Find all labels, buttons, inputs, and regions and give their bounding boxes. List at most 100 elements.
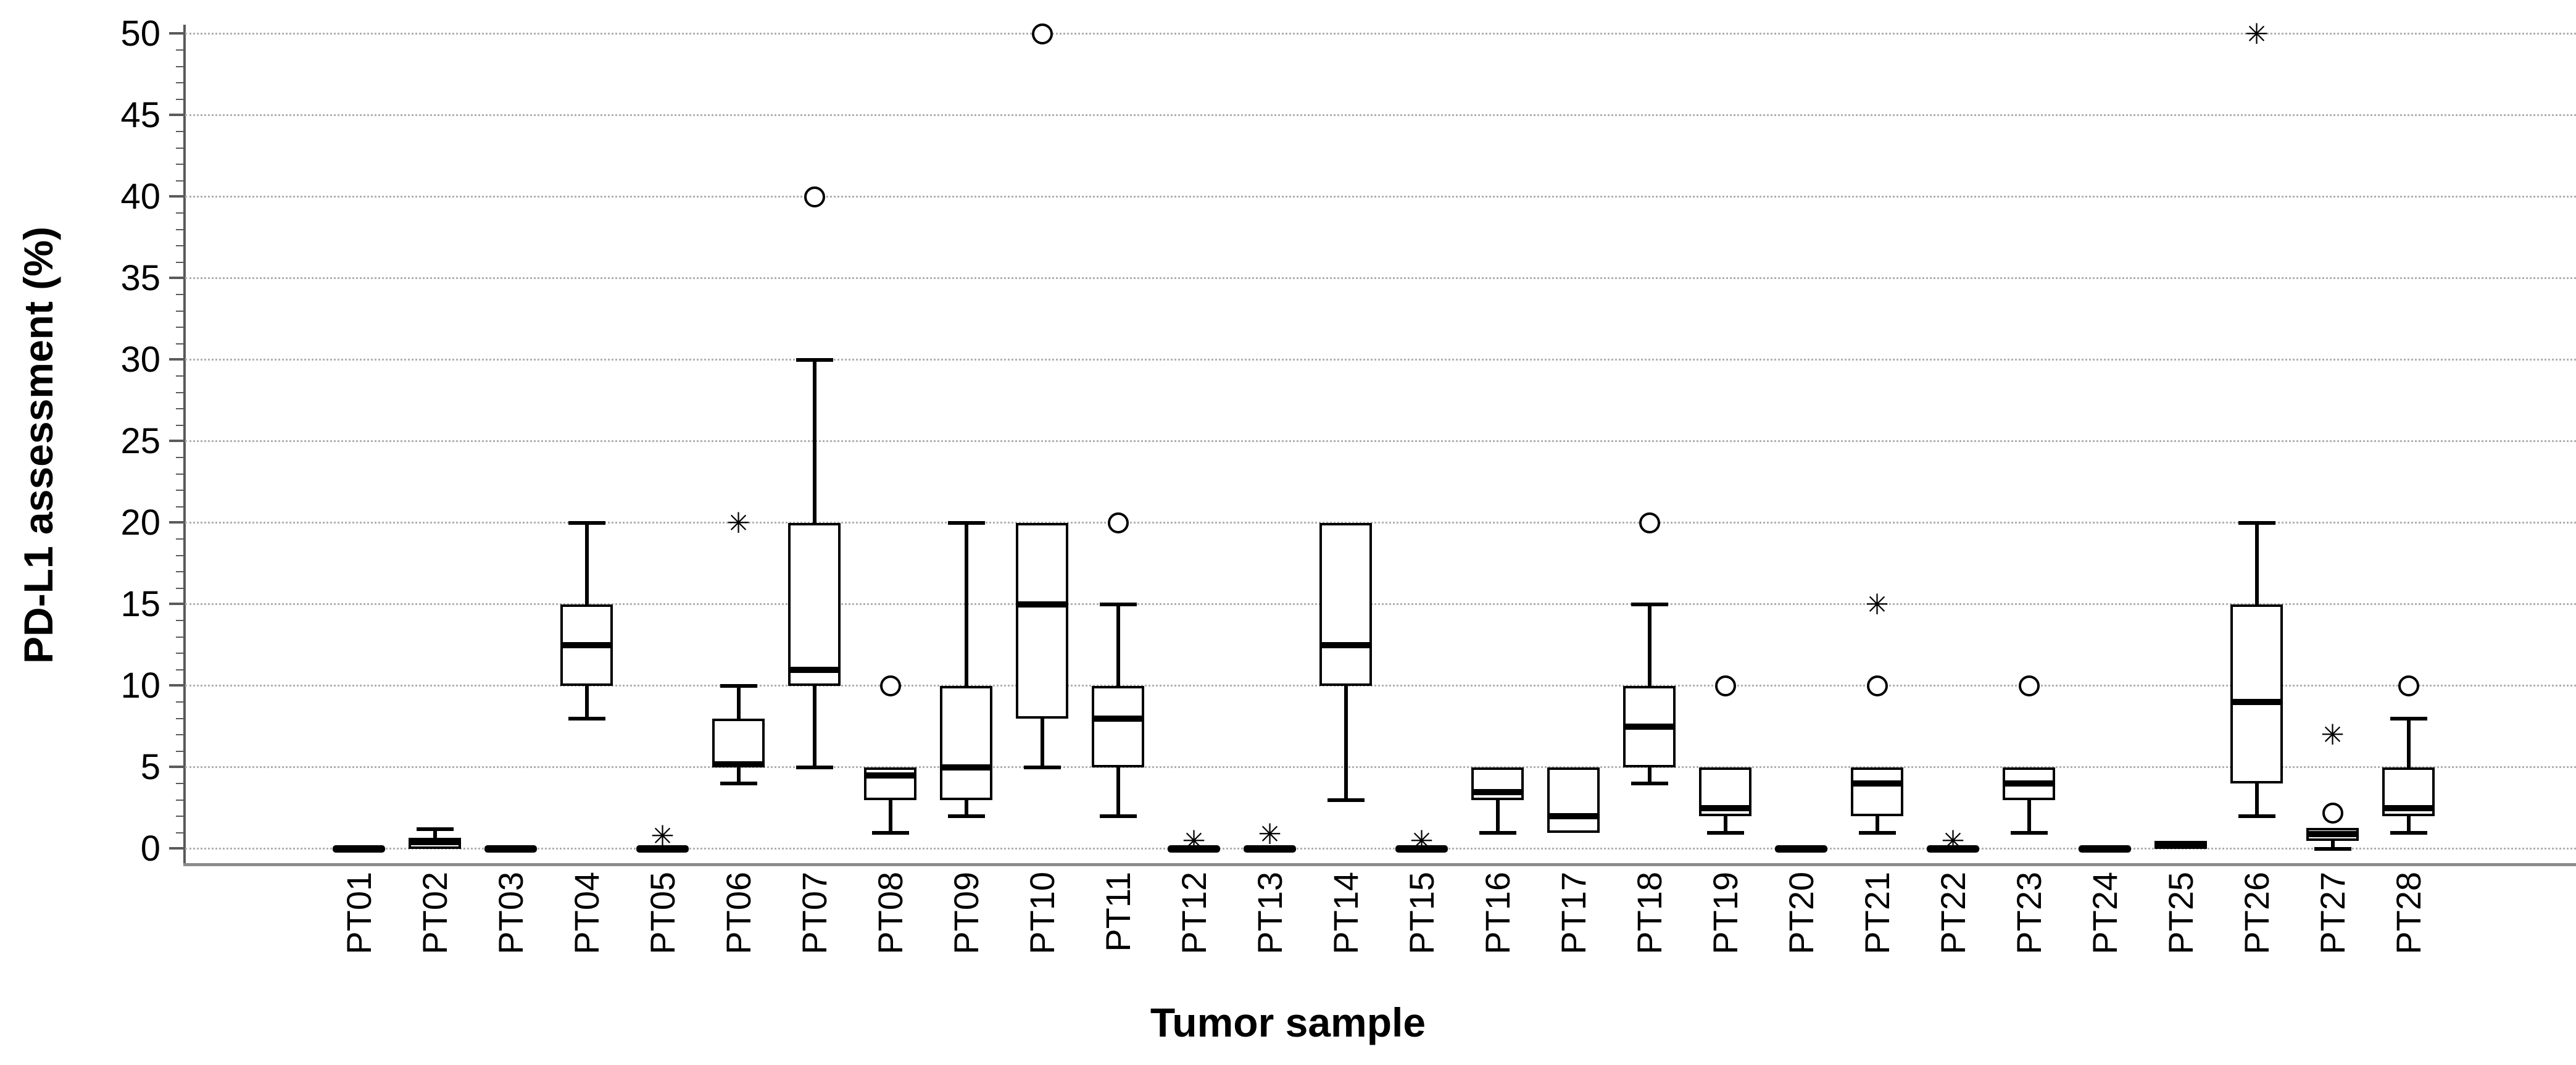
y-axis-minor-tick bbox=[176, 261, 185, 263]
whisker-cap bbox=[720, 782, 757, 786]
median-line bbox=[1547, 813, 1600, 820]
y-tick-label: 0 bbox=[140, 829, 160, 869]
x-tick-label: PT25 bbox=[2161, 872, 2200, 954]
y-tick-label: 45 bbox=[120, 95, 160, 135]
median-line bbox=[864, 772, 916, 779]
x-axis-title: Tumor sample bbox=[1150, 1000, 1426, 1045]
median-line bbox=[409, 839, 461, 846]
whisker-cap bbox=[2238, 814, 2275, 819]
whisker-cap bbox=[568, 521, 605, 525]
box-rect bbox=[1471, 767, 1524, 800]
outlier-circle-icon bbox=[1031, 23, 1053, 44]
x-tick-label: PT19 bbox=[1705, 872, 1745, 954]
gridline bbox=[185, 440, 2576, 442]
box-rect bbox=[1851, 767, 1903, 817]
whisker-stem bbox=[2027, 767, 2031, 833]
whisker-cap bbox=[1631, 782, 1668, 786]
y-axis-minor-tick bbox=[176, 180, 185, 182]
box-rect bbox=[940, 686, 992, 800]
y-axis-minor-tick bbox=[176, 65, 185, 67]
gridline bbox=[185, 359, 2576, 361]
median-line bbox=[1851, 780, 1903, 787]
y-axis-minor-tick bbox=[176, 164, 185, 165]
y-axis-minor-tick bbox=[176, 424, 185, 426]
outlier-star-icon: ✳ bbox=[1865, 588, 1889, 620]
outlier-circle-icon bbox=[804, 186, 825, 207]
x-tick-label: PT14 bbox=[1326, 872, 1365, 954]
median-line bbox=[940, 764, 992, 771]
outlier-star-icon: ✳ bbox=[2320, 719, 2345, 751]
y-axis-line bbox=[183, 25, 186, 866]
x-tick-label: PT23 bbox=[2009, 872, 2048, 954]
median-line bbox=[1244, 845, 1296, 853]
y-tick-label: 20 bbox=[120, 503, 160, 543]
outlier-star-icon: ✳ bbox=[2245, 18, 2269, 50]
whisker-stem bbox=[964, 523, 968, 817]
y-axis-minor-tick bbox=[176, 554, 185, 556]
outlier-star-icon: ✳ bbox=[1410, 824, 1434, 857]
y-axis-minor-tick bbox=[176, 457, 185, 459]
y-axis-minor-tick bbox=[176, 717, 185, 719]
y-axis-major-tick bbox=[169, 114, 185, 116]
median-line bbox=[1016, 601, 1068, 608]
y-axis-minor-tick bbox=[176, 571, 185, 573]
median-line bbox=[636, 845, 689, 853]
median-line bbox=[1092, 715, 1144, 722]
whisker-cap bbox=[1631, 603, 1668, 606]
y-tick-label: 5 bbox=[140, 747, 160, 787]
outlier-circle-icon bbox=[2322, 802, 2343, 824]
outlier-circle-icon bbox=[1714, 675, 1736, 696]
x-tick-label: PT20 bbox=[1781, 872, 1821, 954]
median-line bbox=[1699, 805, 1751, 811]
outlier-star-icon: ✳ bbox=[726, 507, 750, 539]
median-line bbox=[2003, 780, 2055, 787]
x-tick-label: PT04 bbox=[567, 872, 606, 954]
x-tick-label: PT09 bbox=[946, 872, 986, 954]
median-line bbox=[712, 761, 765, 767]
outlier-circle-icon bbox=[2398, 675, 2419, 696]
whisker-cap bbox=[796, 358, 833, 362]
x-tick-label: PT27 bbox=[2312, 872, 2352, 954]
y-tick-label: 50 bbox=[120, 14, 160, 54]
gridline bbox=[185, 848, 2576, 850]
x-tick-label: PT15 bbox=[1402, 872, 1441, 954]
y-axis-minor-tick bbox=[176, 98, 185, 100]
y-axis-minor-tick bbox=[176, 473, 185, 475]
y-axis-minor-tick bbox=[176, 799, 185, 801]
x-axis-line bbox=[183, 863, 2576, 866]
y-axis-minor-tick bbox=[176, 343, 185, 345]
whisker-stem bbox=[1495, 767, 1500, 833]
whisker-cap bbox=[2010, 830, 2048, 835]
outlier-star-icon: ✳ bbox=[1941, 824, 1965, 857]
y-axis-minor-tick bbox=[176, 669, 185, 670]
y-tick-label: 35 bbox=[120, 258, 160, 298]
whisker-cap bbox=[1099, 603, 1137, 606]
box-rect bbox=[2230, 604, 2283, 784]
outlier-circle-icon bbox=[2018, 675, 2040, 696]
gridline bbox=[185, 277, 2576, 279]
median-line bbox=[2079, 845, 2131, 853]
median-line bbox=[2230, 699, 2283, 706]
gridline bbox=[185, 522, 2576, 524]
x-tick-label: PT12 bbox=[1174, 872, 1213, 954]
gridline bbox=[185, 114, 2576, 116]
y-axis-minor-tick bbox=[176, 310, 185, 312]
median-line bbox=[1395, 845, 1448, 853]
outlier-circle-icon bbox=[879, 675, 901, 696]
y-axis-minor-tick bbox=[176, 245, 185, 247]
y-axis-minor-tick bbox=[176, 783, 185, 785]
median-line bbox=[1168, 845, 1220, 853]
x-tick-label: PT17 bbox=[1553, 872, 1593, 954]
y-axis-minor-tick bbox=[176, 538, 185, 540]
outlier-circle-icon bbox=[1639, 512, 1660, 533]
y-axis-major-tick bbox=[169, 847, 185, 850]
y-axis-title: PD-L1 assessment (%) bbox=[15, 227, 61, 664]
median-line bbox=[1775, 845, 1827, 853]
median-line bbox=[1927, 845, 1979, 853]
whisker-cap bbox=[947, 521, 985, 525]
median-line bbox=[560, 642, 613, 648]
median-line bbox=[484, 845, 537, 853]
whisker-cap bbox=[720, 684, 757, 688]
whisker-cap bbox=[2390, 830, 2427, 835]
